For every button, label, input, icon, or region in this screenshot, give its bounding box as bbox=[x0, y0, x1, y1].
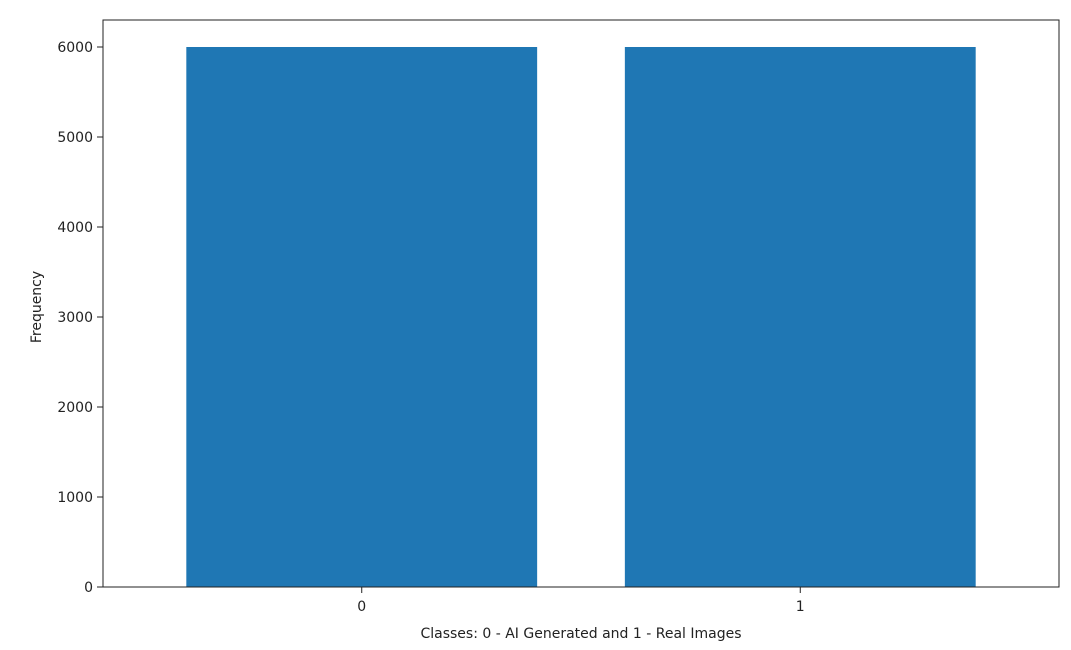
x-tick-label-0: 0 bbox=[357, 599, 366, 615]
y-axis-ticks: 0 1000 2000 3000 4000 5000 6000 bbox=[57, 40, 103, 596]
x-tick-label-1: 1 bbox=[796, 599, 805, 615]
bar-1 bbox=[624, 47, 976, 587]
axes-frame bbox=[102, 19, 1060, 588]
y-tick-label-0: 0 bbox=[84, 580, 93, 596]
bars-group bbox=[186, 47, 976, 587]
y-tick-label-4000: 4000 bbox=[57, 220, 93, 236]
y-tick-label-3000: 3000 bbox=[57, 310, 93, 326]
y-tick-label-6000: 6000 bbox=[57, 40, 93, 56]
y-tick-label-2000: 2000 bbox=[57, 400, 93, 416]
y-tick-label-1000: 1000 bbox=[57, 490, 93, 506]
y-axis-label: Frequency bbox=[29, 271, 45, 343]
y-tick-label-5000: 5000 bbox=[57, 130, 93, 146]
bar-0 bbox=[186, 47, 538, 587]
x-axis-label: Classes: 0 - AI Generated and 1 - Real I… bbox=[420, 626, 741, 642]
